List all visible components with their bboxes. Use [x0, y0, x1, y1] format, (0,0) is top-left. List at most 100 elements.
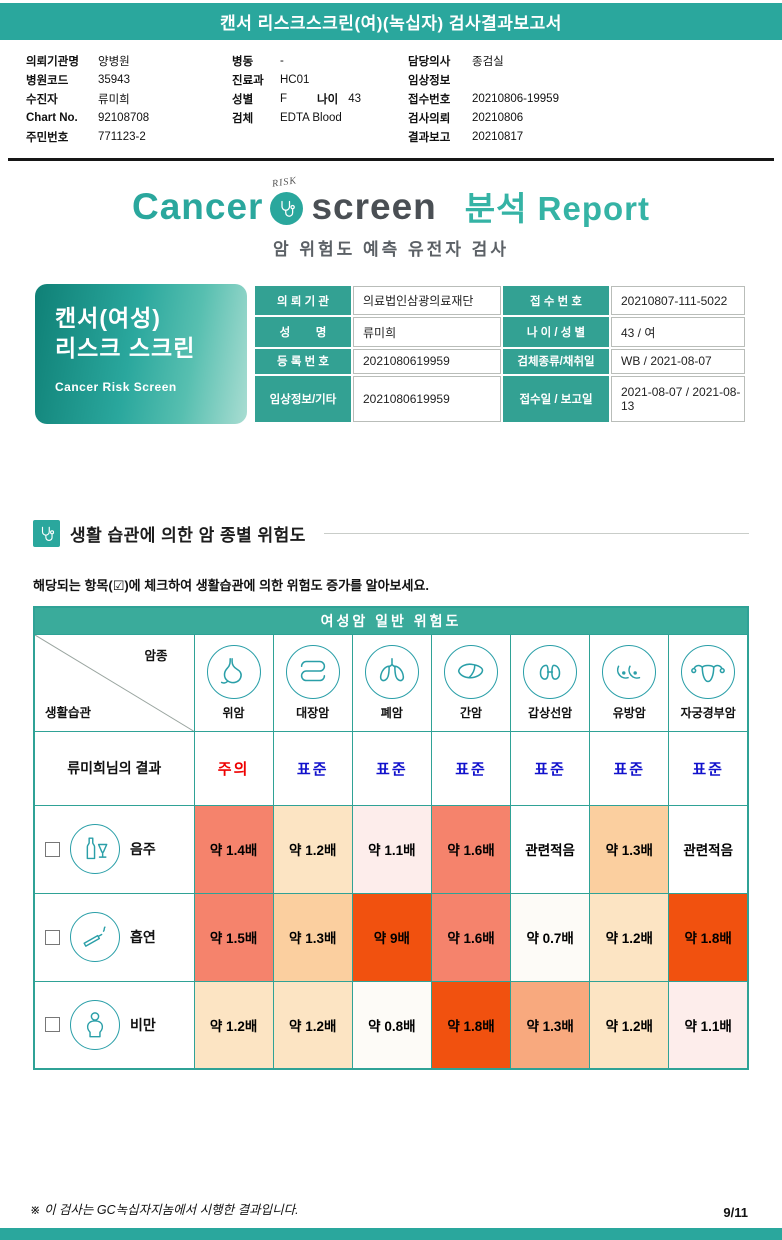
field-label: 검사의뢰	[408, 112, 451, 125]
cancer-name: 대장암	[296, 705, 330, 720]
product-title-line2: 리스크 스크린	[55, 334, 196, 361]
cancer-col-lung: 폐암	[351, 633, 432, 732]
thyroid-icon	[523, 644, 578, 699]
report-subtitle: 암 위험도 예측 유전자 검사	[273, 240, 509, 259]
risk-table: 여성암 일반 위험도 암종 생활습관 위암 대장암	[33, 606, 749, 1070]
stomach-icon	[206, 644, 261, 699]
risk-cell: 약 1.2배	[272, 980, 353, 1070]
risk-cell: 약 1.3배	[510, 980, 591, 1070]
field-label: 의뢰기관명	[26, 55, 79, 68]
summary-label: 의 뢰 기 관	[255, 286, 351, 316]
risk-cell: 약 1.3배	[589, 804, 670, 894]
field-value: 92108708	[98, 111, 150, 124]
risk-cell: 약 1.1배	[668, 980, 749, 1070]
lifestyle-head-smoking: 흡연	[33, 892, 195, 982]
logo-text-screen: screen	[311, 186, 437, 227]
cancer-col-breast: 유방암	[589, 633, 670, 732]
cancer-name: 갑상선암	[528, 705, 573, 720]
summary-label: 검체종류/채취일	[503, 348, 609, 374]
summary-value: 20210807-111-5022	[611, 286, 745, 316]
stethoscope-icon	[33, 520, 60, 547]
field-value: 771123-2	[98, 130, 146, 143]
logo-text-report: 분석 Report	[464, 190, 650, 227]
summary-value: 류미희	[353, 317, 501, 347]
smoking-checkbox[interactable]	[45, 929, 60, 945]
result-badge: 표준	[510, 730, 591, 806]
result-badge: 표준	[430, 730, 512, 806]
field-value: 20210806	[472, 111, 524, 124]
report-title-bar: 캔서 리스크스크린(여)(녹십자) 검사결과보고서	[0, 3, 782, 40]
smoking-icon	[70, 912, 120, 962]
summary-label: 접 수 번 호	[503, 286, 609, 316]
lifestyle-row-obesity: 비만 약 1.2배 약 1.2배 약 0.8배 약 1.8배 약 1.3배 약 …	[33, 980, 749, 1070]
result-badge: 표준	[668, 730, 749, 806]
risk-cell: 약 0.8배	[351, 980, 432, 1070]
result-row: 류미희님의 결과 주의 표준 표준 표준 표준 표준 표준	[33, 730, 749, 806]
risk-cell: 약 9배	[351, 892, 432, 982]
risk-cell: 약 1.8배	[668, 892, 749, 982]
cancer-col-stomach: 위암	[193, 633, 274, 732]
risk-cell: 약 1.6배	[430, 804, 512, 894]
field-label: Chart No.	[26, 111, 78, 124]
instruction-note: 해당되는 항목(☑)에 체크하여 생활습관에 의한 위험도 증가를 알아보세요.	[33, 578, 430, 593]
alcohol-icon	[70, 824, 120, 874]
summary-table: 의 뢰 기 관 의료법인삼광의료재단 접 수 번 호 20210807-111-…	[253, 284, 747, 424]
drinking-checkbox[interactable]	[45, 841, 60, 857]
breast-icon	[602, 644, 657, 699]
diagonal-line	[35, 635, 194, 731]
field-label: 담당의사	[408, 55, 451, 68]
cancer-name: 자궁경부암	[680, 705, 736, 720]
field-value: 20210806-19959	[472, 92, 559, 105]
lifestyle-head-drinking: 음주	[33, 804, 195, 894]
risk-cell: 약 1.2배	[589, 892, 670, 982]
cancer-name: 유방암	[612, 705, 646, 720]
lifestyle-label: 비만	[130, 1016, 156, 1033]
product-card: 캔서(여성) 리스크 스크린 Cancer Risk Screen	[35, 284, 247, 424]
risk-cell: 약 1.2배	[272, 804, 353, 894]
risk-cell: 약 1.3배	[272, 892, 353, 982]
summary-value: 2021080619959	[353, 375, 501, 422]
cancer-col-colon: 대장암	[272, 633, 353, 732]
corner-label-lifestyle: 생활습관	[45, 705, 92, 720]
cancer-name: 폐암	[380, 705, 403, 720]
lifestyle-row-drinking: 음주 약 1.4배 약 1.2배 약 1.1배 약 1.6배 관련적음 약 1.…	[33, 804, 749, 894]
stethoscope-glyph	[281, 200, 295, 217]
section-title: 생활 습관에 의한 암 종별 위험도	[70, 526, 306, 545]
summary-label: 접수일 / 보고일	[503, 375, 609, 422]
summary-value: 2021-08-07 / 2021-08-13	[611, 375, 745, 422]
lung-icon	[364, 644, 419, 699]
field-label: 검체	[232, 112, 254, 125]
risk-cell: 약 0.7배	[510, 892, 591, 982]
cancer-header-row: 암종 생활습관 위암 대장암 폐암	[33, 633, 749, 732]
risk-cell: 약 1.4배	[193, 804, 274, 894]
cancer-col-liver: 간암	[430, 633, 512, 732]
logo-text-cancer: Cancer	[132, 186, 264, 227]
risk-cell: 약 1.2배	[193, 980, 274, 1070]
cancer-name: 간암	[459, 705, 483, 720]
lifestyle-label: 음주	[130, 841, 156, 857]
field-label: 임상정보	[408, 74, 451, 87]
stethoscope-badge-icon: RISK	[266, 175, 308, 225]
cancer-name: 위암	[222, 705, 245, 720]
risk-cell: 약 1.2배	[589, 980, 670, 1070]
obesity-checkbox[interactable]	[45, 1017, 60, 1033]
colon-icon	[285, 644, 340, 699]
patient-info: 의뢰기관명 양병원 병원코드 35943 수진자 류미희 Chart No. 92108…	[0, 40, 782, 146]
field-label: 병동	[232, 55, 254, 68]
risk-cell: 약 1.5배	[193, 892, 274, 982]
risk-cell: 관련적음	[668, 804, 749, 894]
summary-label: 나 이 / 성 별	[503, 317, 609, 347]
field-value: -	[280, 54, 284, 67]
risk-cell: 약 1.8배	[430, 980, 512, 1070]
result-badge: 표준	[351, 730, 432, 806]
cancer-col-thyroid: 갑상선암	[510, 633, 591, 732]
result-badge: 표준	[272, 730, 353, 806]
section-rule	[323, 533, 749, 534]
result-badge: 표준	[589, 730, 670, 806]
field-value: 양병원	[98, 55, 130, 68]
stethoscope-glyph	[41, 526, 54, 541]
field-value: HC01	[280, 73, 310, 86]
section-header: 생활 습관에 의한 암 종별 위험도	[33, 520, 749, 547]
field-value: 35943	[98, 73, 130, 86]
page-number: 9/11	[723, 1205, 748, 1220]
